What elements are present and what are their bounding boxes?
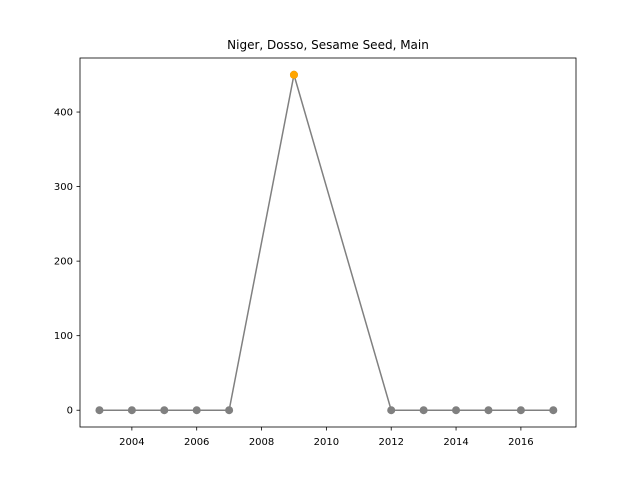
x-tick-label-2006: 2006	[184, 437, 209, 448]
x-tick-label-2014: 2014	[443, 437, 468, 448]
axes-frame	[79, 57, 577, 428]
y-tick-label-300: 300	[54, 182, 73, 193]
x-tick-label-2004: 2004	[119, 437, 144, 448]
x-tick-label-2016: 2016	[508, 437, 533, 448]
series-line	[99, 74, 554, 411]
x-tick-label-2012: 2012	[378, 437, 403, 448]
data-point-2004	[127, 406, 136, 415]
y-tick-label-0: 0	[67, 406, 73, 417]
data-point-2003	[95, 406, 104, 415]
data-point-2017	[549, 406, 558, 415]
plot-area: 2004 2006 2008 2010 2012 2014 2016 0 100 200 300 40…	[54, 57, 577, 448]
data-point-2016	[516, 406, 525, 415]
y-tick-label-100: 100	[54, 331, 73, 342]
data-point-2006	[192, 406, 201, 415]
y-tick-label-200: 200	[54, 257, 73, 268]
data-point-2012	[387, 406, 396, 415]
data-point-2014	[452, 406, 461, 415]
chart-title: Niger, Dosso, Sesame Seed, Main	[227, 38, 429, 52]
data-point-2013	[419, 406, 428, 415]
x-tick-label-2008: 2008	[249, 437, 274, 448]
x-tick-label-2010: 2010	[314, 437, 339, 448]
data-point-2005	[160, 406, 169, 415]
y-tick-label-400: 400	[54, 108, 73, 119]
data-point-2007	[225, 406, 234, 415]
highlight-point-2009	[289, 70, 298, 79]
data-point-2015	[484, 406, 493, 415]
